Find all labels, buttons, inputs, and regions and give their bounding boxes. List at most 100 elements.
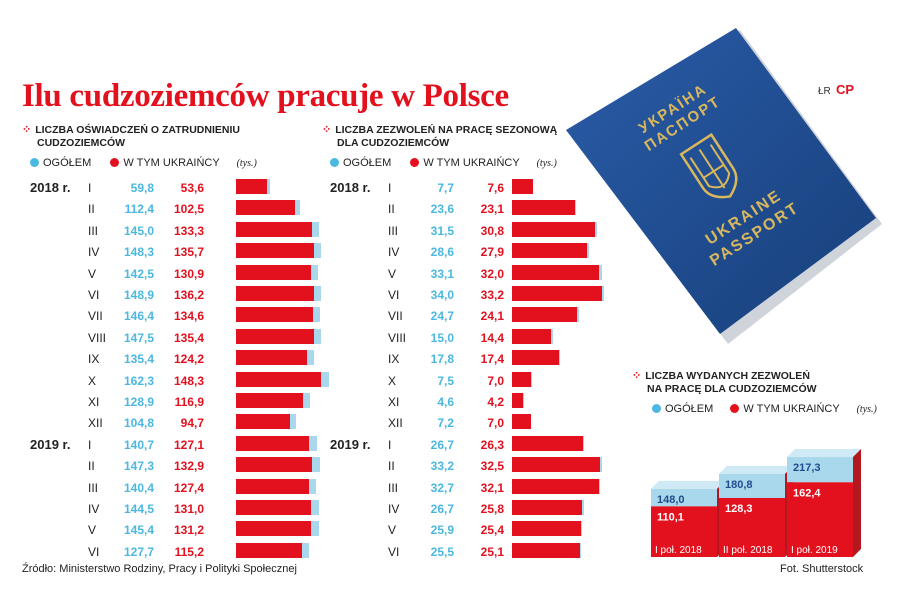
ukr-value: 148,3 [173, 373, 204, 388]
ukr-bar [512, 221, 596, 237]
month-label: IV [88, 502, 100, 516]
month-label: III [88, 480, 99, 495]
ukr-bar [512, 328, 551, 344]
ukr-bar [512, 371, 531, 387]
total-value: 25,9 [430, 523, 454, 538]
table-row: XII 7,2 7,0 [330, 412, 610, 434]
month-label: IX [88, 352, 100, 367]
photo-credit: Fot. Shutterstock [780, 563, 864, 575]
total-value: 4,6 [437, 395, 454, 409]
chart-zezwolenia: 148,0 110,1 I poł. 2018 180,8 128,3 II poł. 2… [651, 449, 861, 557]
table-row: 2018 r. I 7,7 7,6 [330, 177, 610, 199]
month-label: X [88, 373, 97, 388]
total-value: 24,7 [430, 309, 454, 324]
ukr-value: 130,9 [173, 266, 204, 281]
month-label: VI [88, 544, 100, 559]
ukr-value: 17,4 [480, 352, 504, 367]
ukr-value: 32,0 [480, 266, 504, 281]
total-value: 26,7 [430, 437, 454, 452]
table-row: III 145,0 133,3 [30, 220, 320, 242]
ukr-value: 26,3 [480, 437, 504, 452]
panel2-title: ⁘ Liczba zezwoleń na pracę sezonową dla c… [322, 124, 558, 149]
dots-icon: ⁘ [632, 370, 642, 382]
total-value: 23,6 [430, 202, 454, 217]
ukr-value: 128,3 [725, 503, 753, 515]
total-value: 104,8 [123, 416, 154, 431]
year-label: 2019 r. [30, 436, 71, 452]
ukr-bar [512, 350, 560, 366]
ukr-bar [512, 435, 584, 451]
ukr-bar [512, 286, 602, 301]
ukr-value: 127,1 [173, 437, 204, 452]
month-label: V [388, 266, 397, 281]
ukr-bar [236, 542, 302, 558]
ukr-bar [236, 478, 309, 494]
ukr-value: 94,7 [180, 416, 204, 431]
year-label: 2019 r. [330, 436, 371, 452]
year-label: 2018 r. [330, 180, 371, 195]
category-label: I poł. 2018 [655, 545, 702, 556]
table-row: IV 28,6 27,9 [330, 241, 610, 263]
month-label: II [88, 202, 95, 217]
table-row: V 142,5 130,9 [30, 263, 318, 285]
month-label: XII [88, 416, 103, 431]
total-value: 140,4 [123, 480, 154, 495]
ukr-bar [512, 500, 582, 515]
ukr-value: 53,6 [180, 181, 204, 195]
ukr-bar [236, 286, 315, 301]
total-box-top [787, 449, 861, 458]
total-value: 112,4 [124, 202, 154, 217]
ukr-value: 23,1 [480, 202, 504, 217]
passport-image: УКРАЇНА ПАСПОРТ UKRAINE PASSPORT [566, 28, 882, 344]
table-row: VI 34,0 33,2 [330, 284, 610, 306]
table-row: IV 148,3 135,7 [30, 241, 321, 263]
ukr-value: 4,2 [487, 395, 504, 409]
month-label: V [388, 523, 397, 538]
total-value: 162,3 [123, 373, 154, 388]
month-label: VII [388, 309, 403, 324]
ukr-bar [512, 393, 524, 408]
ukr-bar [651, 506, 717, 557]
table-row: II 23,6 23,1 [330, 198, 610, 220]
ukr-value: 32,5 [480, 459, 504, 474]
blue-dot-icon [652, 404, 661, 413]
panel2-legend: OGÓŁEM W TYM UKRAIŃCY (tys.) [330, 157, 557, 169]
ukr-value: 132,9 [173, 459, 204, 474]
dots-icon: ⁘ [22, 124, 32, 136]
total-box-top [719, 465, 793, 474]
table-row: II 147,3 132,9 [30, 455, 321, 477]
ukr-value: 127,4 [173, 480, 204, 495]
panel1-title: ⁘ Liczba oświadczeń o zatrudnieniu cudzoz… [22, 124, 240, 149]
total-value: 180,8 [725, 479, 753, 491]
ukr-bar [236, 328, 314, 344]
month-label: VI [388, 288, 400, 302]
total-value: 128,9 [123, 395, 154, 409]
year-label: 2018 r. [30, 180, 71, 195]
blue-dot-icon [330, 158, 339, 167]
ukr-value: 14,4 [480, 330, 504, 345]
blue-dot-icon [30, 158, 39, 167]
ukr-value: 131,0 [173, 502, 204, 516]
total-value: 148,0 [657, 494, 685, 506]
ukr-bar [236, 500, 312, 515]
total-value: 26,7 [430, 502, 454, 516]
ukr-bar [236, 350, 308, 366]
total-value: 148,3 [123, 245, 154, 260]
red-dot-icon [110, 158, 120, 167]
table-row: X 7,5 7,0 [330, 370, 610, 392]
table-row: V 33,1 32,0 [330, 263, 610, 285]
table-row: IX 17,8 17,4 [330, 348, 610, 370]
ukr-value: 32,1 [480, 480, 504, 495]
total-value: 145,4 [123, 523, 154, 538]
table-row: III 140,4 127,4 [30, 477, 317, 499]
month-label: II [388, 459, 395, 474]
month-label: II [88, 459, 95, 474]
red-dot-icon [730, 404, 740, 413]
month-label: III [388, 223, 399, 238]
ukr-bar [236, 371, 321, 387]
ukr-bar [236, 521, 312, 537]
ukr-bar [236, 307, 314, 323]
ukr-bar [512, 414, 531, 430]
panel1-legend: OGÓŁEM W TYM UKRAIŃCY (tys.) [30, 157, 257, 169]
total-value: 32,7 [430, 480, 454, 495]
